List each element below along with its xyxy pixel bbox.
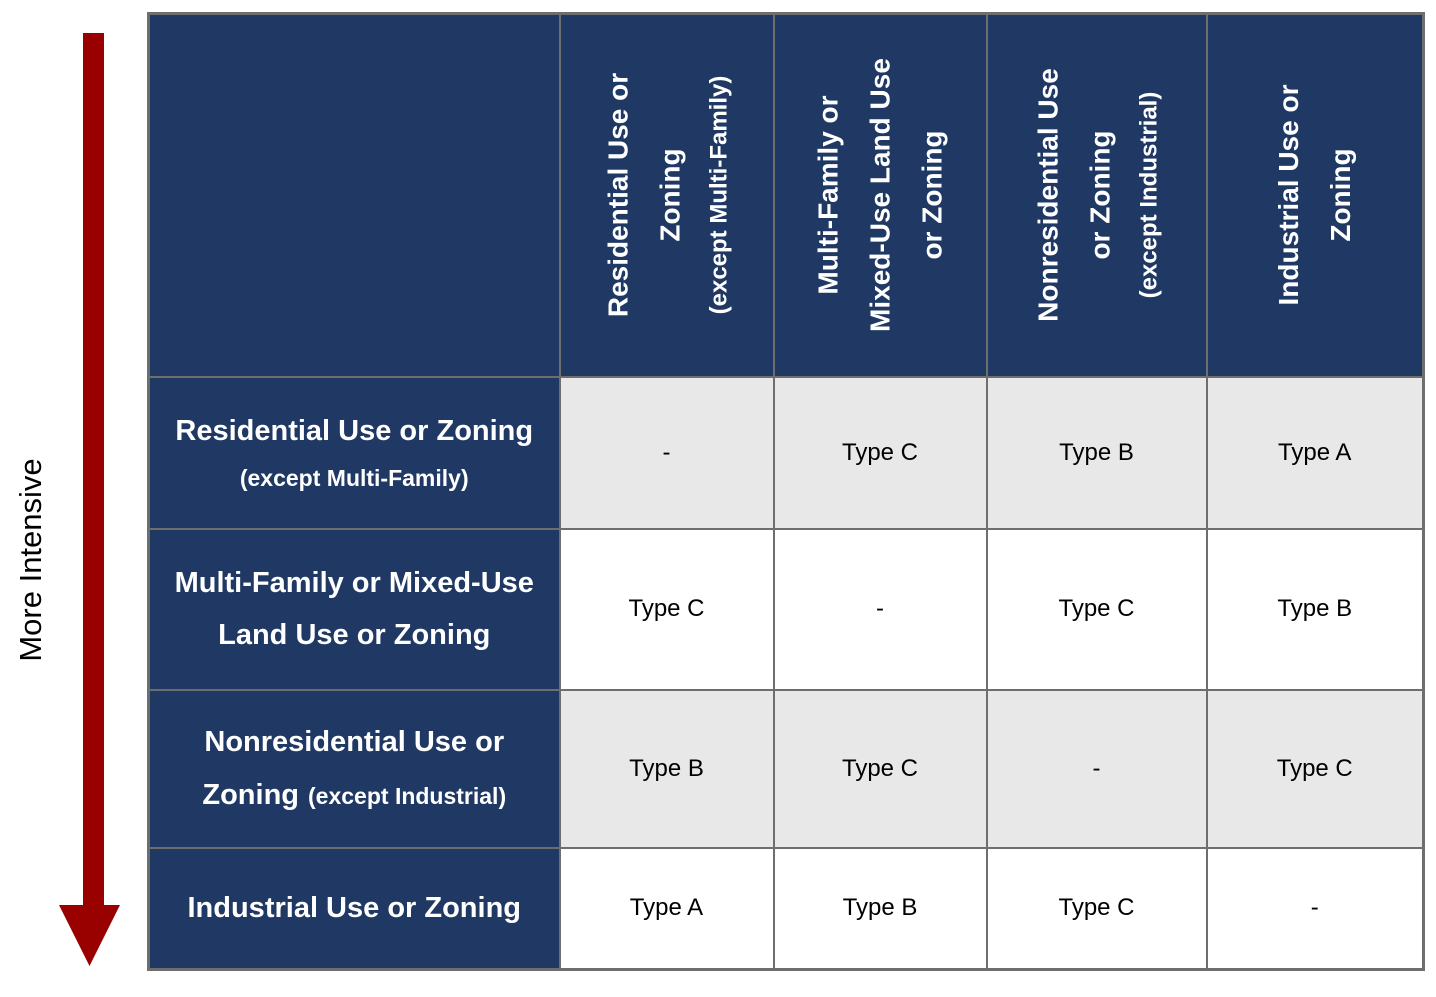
column-header-text: Nonresidential Use or Zoning (except Indus… xyxy=(1022,25,1171,365)
row-header-nonresidential: Nonresidential Use or Zoning (except Indu… xyxy=(147,688,561,849)
matrix-cell: - xyxy=(1205,846,1425,971)
column-header-text: Multi-Family or Mixed-Use Land Use or Zoni… xyxy=(802,25,957,365)
column-header-multifamily: Multi-Family or Mixed-Use Land Use or Zoni… xyxy=(772,12,988,378)
row-header-line-main: Land Use or Zoning xyxy=(218,619,491,651)
header-note: (except Multi-Family) xyxy=(704,75,732,315)
header-line: Industrial Use or xyxy=(1272,84,1304,306)
header-line: or Zoning xyxy=(915,130,947,260)
header-line: Residential Use or xyxy=(601,73,633,318)
table-row-multifamily: Multi-Family or Mixed-Use Land Use or Zo… xyxy=(147,527,1425,691)
row-header-note-inline: (except Industrial) xyxy=(308,782,507,809)
row-header-line: Multi-Family or Mixed-Use xyxy=(174,566,534,599)
more-intensive-label: More Intensive xyxy=(13,458,48,662)
matrix-cell: Type A xyxy=(1205,375,1425,530)
arrow-shaft xyxy=(83,33,104,913)
matrix-cell: - xyxy=(985,688,1208,849)
matrix-cell: Type C xyxy=(772,375,988,530)
column-header-industrial: Industrial Use or Zoning xyxy=(1205,12,1425,378)
matrix-cell: Type C xyxy=(985,846,1208,971)
header-line: Mixed-Use Land Use xyxy=(864,58,896,333)
row-header-residential: Residential Use or Zoning (except Multi-… xyxy=(147,375,561,530)
table-row-industrial: Industrial Use or Zoning Type A Type B T… xyxy=(147,846,1425,971)
row-header-line: Zoning (except Industrial) xyxy=(150,769,559,821)
header-note: (except Industrial) xyxy=(1134,91,1162,299)
matrix-cell: Type B xyxy=(558,688,775,849)
row-header-line: Residential Use or Zoning xyxy=(175,414,534,447)
matrix-cell: Type A xyxy=(558,846,775,971)
column-header-residential: Residential Use or Zoning (except Multi-Fa… xyxy=(558,12,775,378)
matrix-cell: Type C xyxy=(772,688,988,849)
matrix-cell: Type C xyxy=(558,527,775,691)
matrix-cell: Type C xyxy=(985,527,1208,691)
buffer-matrix-table: Residential Use or Zoning (except Multi-Fa… xyxy=(147,12,1425,971)
column-header-text: Industrial Use or Zoning xyxy=(1263,25,1367,365)
row-header-line-main: Zoning xyxy=(202,778,300,811)
matrix-cell: - xyxy=(772,527,988,691)
row-header-line: Land Use or Zoning xyxy=(150,609,559,661)
table-row-residential: Residential Use or Zoning (except Multi-… xyxy=(147,375,1425,530)
more-intensive-arrow xyxy=(59,33,120,966)
column-header-text: Residential Use or Zoning (except Multi-Fa… xyxy=(592,25,741,365)
table-row-nonresidential: Nonresidential Use or Zoning (except Indu… xyxy=(147,688,1425,849)
column-header-row: Residential Use or Zoning (except Multi-Fa… xyxy=(147,12,1425,378)
row-header-line: Nonresidential Use or xyxy=(204,726,505,759)
matrix-cell: Type C xyxy=(1205,688,1425,849)
header-line: Nonresidential Use xyxy=(1031,68,1063,323)
header-line: or Zoning xyxy=(1083,130,1115,260)
row-header-note: (except Multi-Family) xyxy=(239,464,469,491)
matrix-cell: - xyxy=(558,375,775,530)
row-header-line: Industrial Use or Zoning xyxy=(187,892,521,925)
row-header-multifamily: Multi-Family or Mixed-Use Land Use or Zo… xyxy=(147,527,561,691)
header-line: Zoning xyxy=(653,148,685,242)
row-header-industrial: Industrial Use or Zoning xyxy=(147,846,561,971)
matrix-cell: Type B xyxy=(985,375,1208,530)
header-line: Multi-Family or xyxy=(812,95,844,295)
matrix-cell: Type B xyxy=(1205,527,1425,691)
column-header-nonresidential: Nonresidential Use or Zoning (except Indus… xyxy=(985,12,1208,378)
arrow-head-icon xyxy=(59,905,120,966)
corner-cell xyxy=(147,12,561,378)
header-line: Zoning xyxy=(1324,148,1356,242)
matrix-cell: Type B xyxy=(772,846,988,971)
